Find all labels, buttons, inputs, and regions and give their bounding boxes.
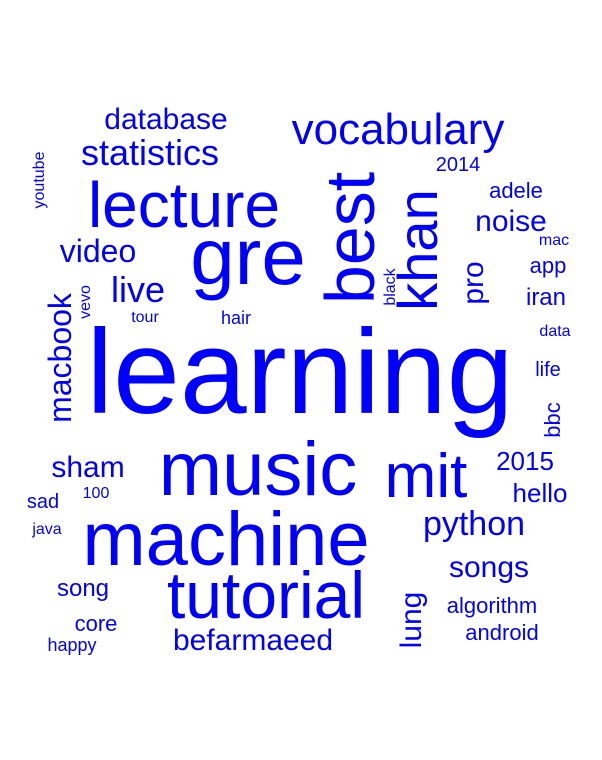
word-tour: tour	[131, 309, 159, 326]
word-sham: sham	[51, 451, 125, 484]
word-life: life	[535, 359, 561, 381]
word-iran: iran	[525, 284, 567, 311]
word-befarmaeed: befarmaeed	[172, 624, 334, 657]
word-2014: 2014	[435, 154, 481, 176]
word-python: python	[422, 505, 526, 543]
word-vevo: vevo	[77, 285, 94, 319]
word-pro: pro	[457, 261, 490, 305]
word-gre: gre	[190, 212, 306, 301]
word-mac: mac	[538, 232, 570, 249]
word-statistics: statistics	[80, 132, 220, 173]
word-data: data	[539, 323, 571, 340]
word-tutorial: tutorial	[166, 558, 366, 632]
word-black: black	[382, 268, 399, 306]
word-happy: happy	[47, 635, 97, 655]
word-core: core	[74, 611, 118, 636]
word-youtube: youtube	[31, 151, 48, 209]
word-lecture: lecture	[87, 169, 281, 241]
word-live: live	[110, 269, 166, 310]
word-vocabulary: vocabulary	[291, 105, 505, 154]
word-noise: noise	[475, 205, 547, 238]
word-android: android	[465, 620, 539, 645]
word-sad: sad	[26, 491, 60, 513]
word-hello: hello	[512, 478, 568, 508]
word-database: database	[104, 103, 228, 136]
word-java: java	[32, 521, 62, 538]
word-100: 100	[82, 485, 110, 502]
word-songs: songs	[448, 551, 530, 584]
word-hair: hair	[220, 308, 252, 328]
word-video: video	[59, 233, 137, 269]
word-music: music	[158, 427, 358, 512]
word-macbook: macbook	[42, 293, 78, 423]
word-app: app	[529, 253, 567, 278]
word-learning: learning	[86, 305, 514, 439]
word-adele: adele	[489, 178, 543, 203]
word-machine: machine	[82, 497, 370, 582]
word-lung: lung	[395, 591, 428, 649]
word-mit: mit	[384, 442, 468, 511]
word-2015: 2015	[496, 446, 554, 476]
word-best: best	[311, 171, 389, 305]
word-bbc: bbc	[540, 402, 565, 438]
word-algorithm: algorithm	[446, 593, 538, 618]
word-song: song	[56, 575, 110, 602]
